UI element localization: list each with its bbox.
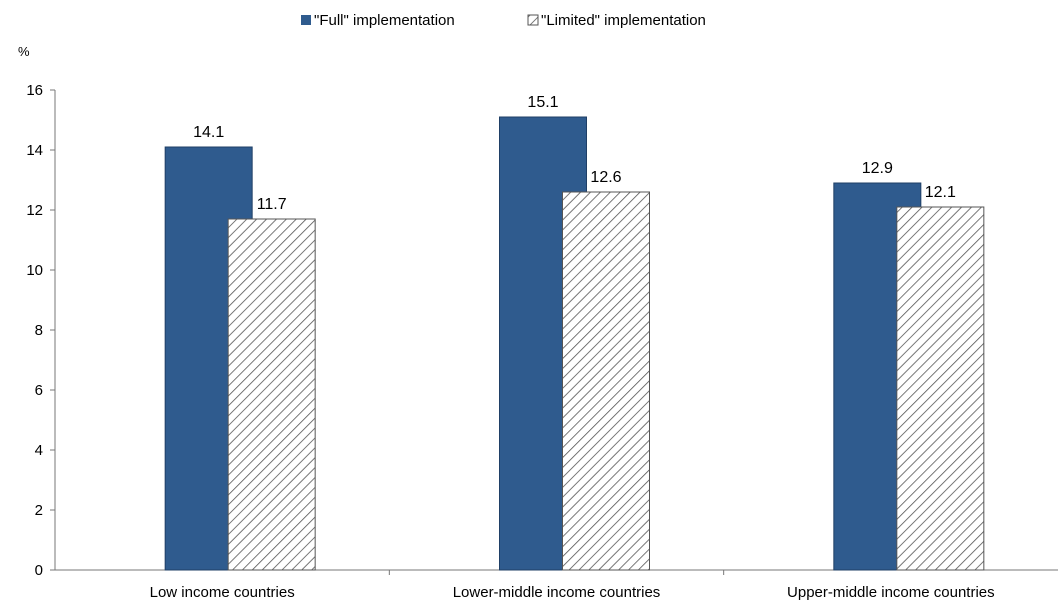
value-labels: 14.1 11.7 15.1 12.6 12.9 12.1: [193, 94, 956, 213]
y-axis-unit-label: %: [18, 44, 30, 59]
bar-group: [164, 116, 985, 571]
bar-limited: [562, 191, 650, 571]
y-tick-label: 16: [26, 82, 43, 99]
legend: "Full" implementation "Limited" implemen…: [301, 12, 706, 29]
data-label: 11.7: [257, 196, 287, 213]
legend-item-full: "Full" implementation: [301, 12, 455, 29]
bar-limited: [896, 206, 985, 571]
legend-label-full: "Full" implementation: [314, 12, 455, 29]
data-label: 12.1: [925, 184, 956, 201]
y-axis-ticks: 0 2 4 6 8 10 12 14 16: [26, 82, 55, 579]
bar-limited: [227, 218, 316, 571]
y-tick-label: 6: [35, 382, 43, 399]
data-label: 15.1: [527, 94, 558, 111]
y-tick-label: 14: [26, 142, 43, 159]
x-axis-category-ticks: [388, 570, 725, 575]
y-tick-label: 0: [35, 562, 43, 579]
legend-swatch-full: [301, 15, 311, 25]
data-label: 12.6: [590, 169, 621, 186]
data-label: 14.1: [193, 124, 224, 141]
category-label: Upper-middle income countries: [787, 584, 995, 601]
category-labels: Low income countries Lower-middle income …: [150, 584, 995, 601]
y-tick-label: 10: [26, 262, 43, 279]
y-tick-label: 12: [26, 202, 43, 219]
category-label: Lower-middle income countries: [453, 584, 661, 601]
data-label: 12.9: [862, 160, 893, 177]
legend-item-limited: "Limited" implementation: [527, 12, 706, 29]
legend-label-limited: "Limited" implementation: [541, 12, 706, 29]
category-label: Low income countries: [150, 584, 295, 601]
y-tick-label: 4: [35, 442, 43, 459]
y-tick-label: 2: [35, 502, 43, 519]
legend-swatch-limited: [527, 14, 539, 26]
y-tick-label: 8: [35, 322, 43, 339]
